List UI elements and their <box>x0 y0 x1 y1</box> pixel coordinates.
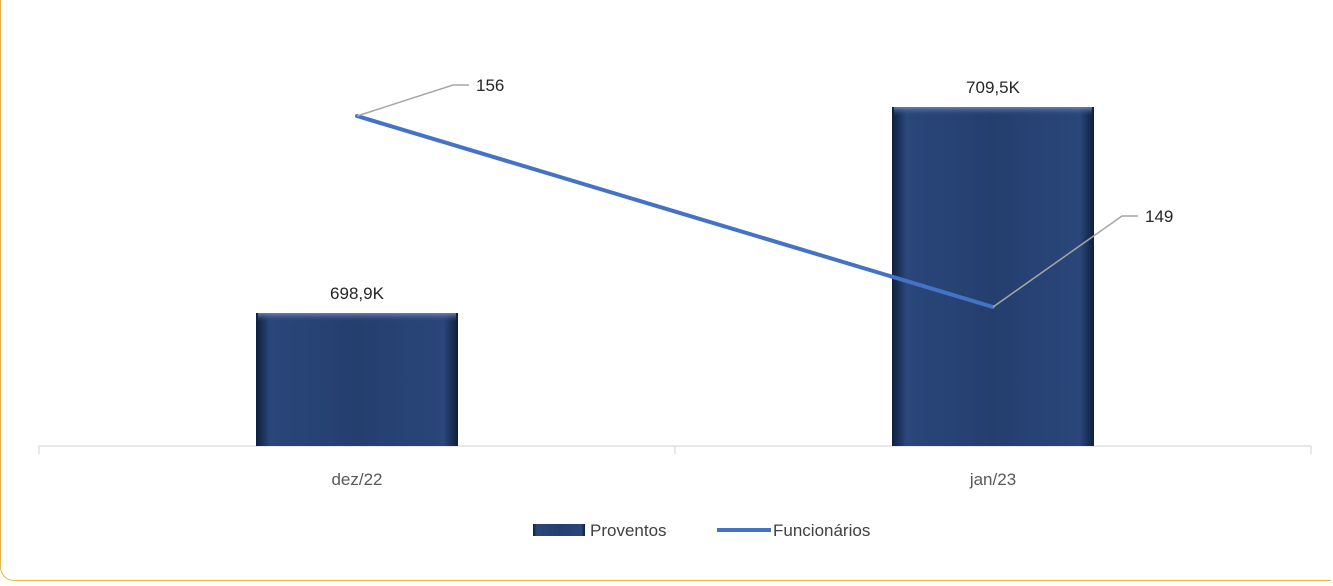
bar-proventos <box>892 107 1094 446</box>
bar-highlight <box>894 107 1092 116</box>
legend-proventos-label: Proventos <box>590 521 667 540</box>
legend-proventos-swatch <box>533 524 585 536</box>
line-data-label: 149 <box>1145 207 1173 226</box>
x-tick-label: jan/23 <box>969 470 1016 489</box>
leader-line <box>356 84 469 117</box>
leader-line <box>992 215 1138 308</box>
bar-proventos <box>256 313 458 446</box>
bar-data-label: 709,5K <box>966 78 1021 97</box>
line-funcionarios <box>355 114 995 309</box>
legend-funcionarios-label: Funcionários <box>773 521 870 540</box>
line-data-label: 156 <box>476 76 504 95</box>
bar-data-label: 698,9K <box>330 284 385 303</box>
x-tick-label: dez/22 <box>331 470 382 489</box>
bar-highlight <box>258 313 456 322</box>
